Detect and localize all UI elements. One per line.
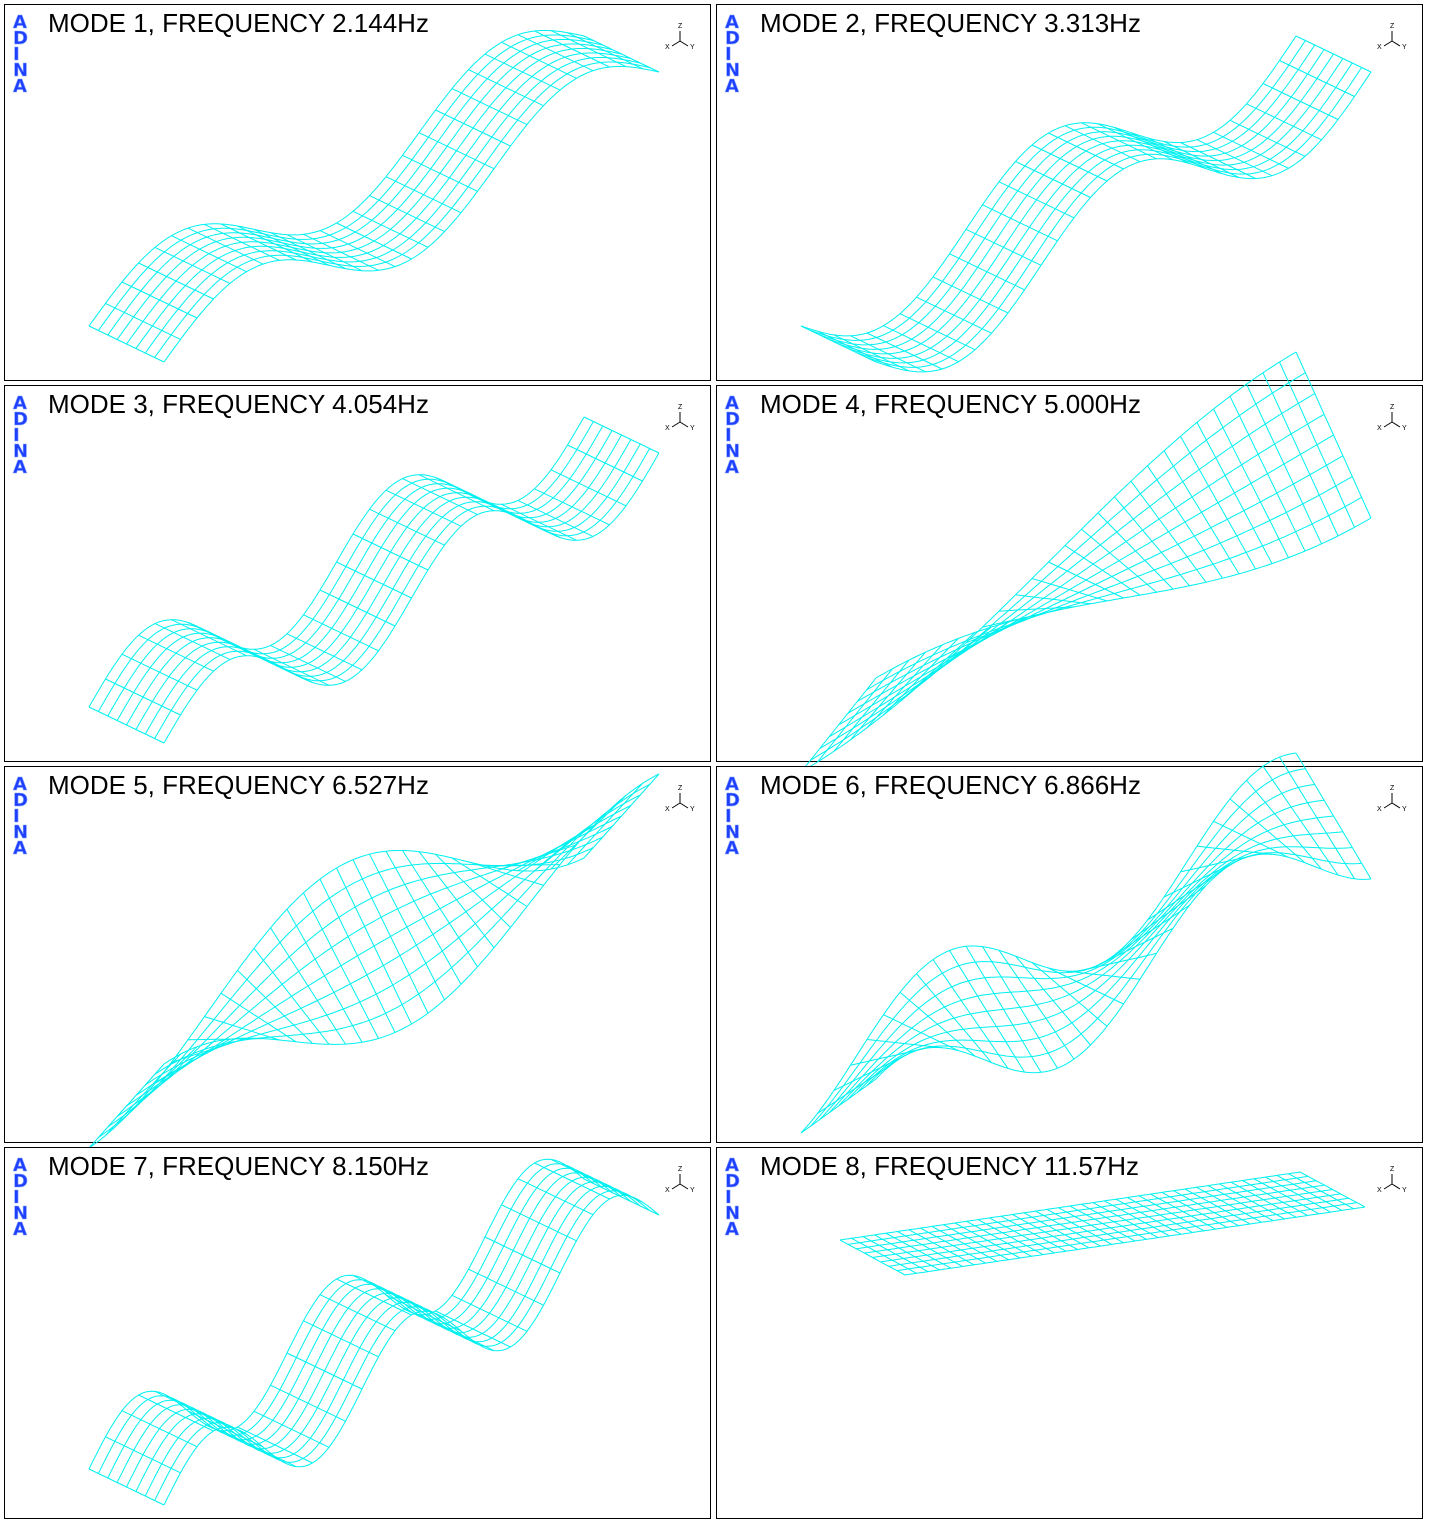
panel-frame [717,386,1423,762]
logo-letter: A [725,457,739,478]
triad-label: X [665,44,670,51]
figure: MODE 1, FREQUENCY 2.144HzADINAZXYMODE 2,… [0,0,1433,1520]
panel: MODE 1, FREQUENCY 2.144HzADINAZXY [5,5,711,381]
panel: MODE 8, FREQUENCY 11.57HzADINAZXY [717,1148,1423,1519]
logo-letter: A [13,838,27,859]
logo-letter: A [13,457,27,478]
panel-title: MODE 2, FREQUENCY 3.313Hz [760,8,1141,38]
triad-label: Y [690,1187,695,1194]
triad-label: X [665,1187,670,1194]
panel-title: MODE 8, FREQUENCY 11.57Hz [760,1151,1139,1181]
panel-title: MODE 5, FREQUENCY 6.527Hz [48,770,429,800]
triad-label: Z [1390,23,1395,30]
triad-label: X [1377,806,1382,813]
panel: MODE 7, FREQUENCY 8.150HzADINAZXY [5,1148,711,1519]
logo-letter: A [725,838,739,859]
triad-label: X [665,425,670,432]
triad-label: Z [1390,404,1395,411]
panel-frame [717,767,1423,1143]
panel-frame [5,767,711,1143]
logo-letter: A [725,1219,739,1240]
triad-label: Z [678,404,683,411]
triad-label: Y [1402,1187,1407,1194]
panel-title: MODE 3, FREQUENCY 4.054Hz [48,389,429,419]
triad-label: Y [1402,806,1407,813]
panel: MODE 3, FREQUENCY 4.054HzADINAZXY [5,386,711,762]
panel-frame [5,386,711,762]
panel: MODE 5, FREQUENCY 6.527HzADINAZXY [5,767,711,1149]
triad-label: Y [1402,425,1407,432]
logo-letter: A [13,76,27,97]
panel-title: MODE 1, FREQUENCY 2.144Hz [48,8,429,38]
triad-label: Z [678,23,683,30]
panel-title: MODE 7, FREQUENCY 8.150Hz [48,1151,429,1181]
logo-letter: A [725,76,739,97]
triad-label: X [665,806,670,813]
triad-label: Y [1402,44,1407,51]
panel-frame [5,5,711,381]
logo-letter: A [13,1219,27,1240]
triad-label: Z [1390,1166,1395,1173]
triad-label: Y [690,425,695,432]
triad-label: Z [1390,785,1395,792]
triad-label: Y [690,806,695,813]
panel-title: MODE 4, FREQUENCY 5.000Hz [760,389,1141,419]
triad-label: X [1377,44,1382,51]
panel: MODE 4, FREQUENCY 5.000HzADINAZXY [717,352,1423,772]
triad-label: X [1377,425,1382,432]
panel-title: MODE 6, FREQUENCY 6.866Hz [760,770,1141,800]
triad-label: Z [678,785,683,792]
triad-label: X [1377,1187,1382,1194]
triad-label: Z [678,1166,683,1173]
triad-label: Y [690,44,695,51]
